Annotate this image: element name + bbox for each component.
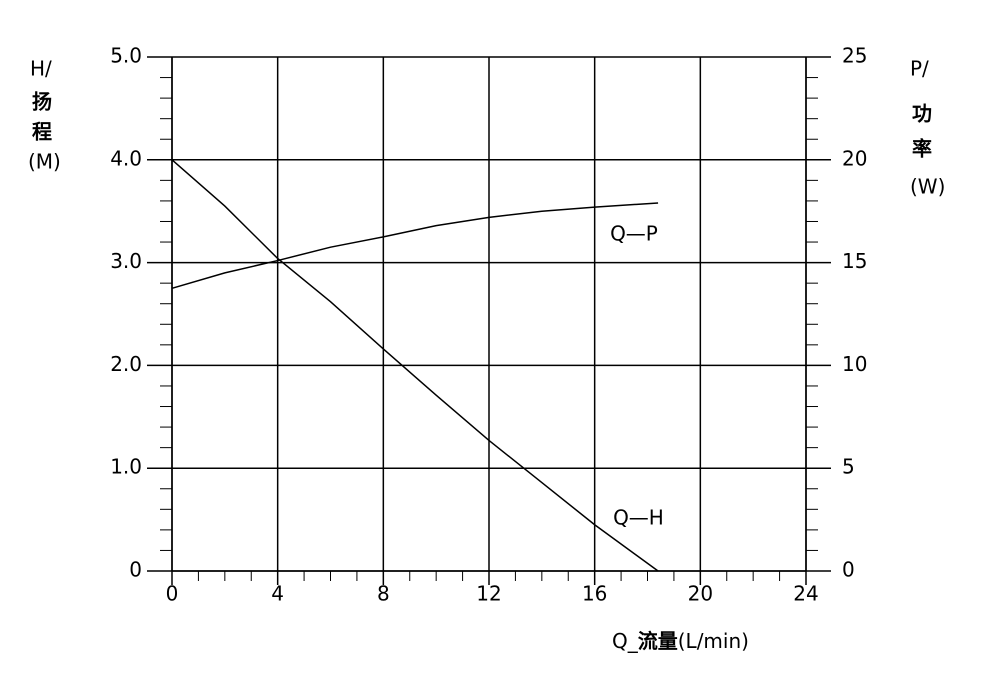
x-axis-label: Q_流量(L/min) bbox=[612, 629, 749, 653]
y-tick-label: 3.0 bbox=[110, 249, 142, 273]
x-label-part: 流量 bbox=[638, 629, 678, 653]
y2-label-line: 率 bbox=[912, 137, 932, 161]
x-tick-label: 8 bbox=[377, 582, 390, 606]
y-label-line: 扬 bbox=[32, 90, 52, 114]
y2-axis-label: P/ 功 率 (W) bbox=[910, 57, 945, 199]
y-tick-label: 4.0 bbox=[110, 146, 142, 170]
y2-label-line: 功 bbox=[912, 102, 932, 126]
y2-tick-label: 15 bbox=[842, 249, 867, 273]
y-tick-label: 1.0 bbox=[110, 455, 142, 479]
x-label-part: Q_ bbox=[612, 629, 639, 653]
y2-tick-label: 25 bbox=[842, 44, 867, 68]
y-axis-label: H/ 扬 程 (M) bbox=[28, 57, 61, 174]
y2-label-line: P/ bbox=[910, 57, 929, 81]
x-tick-label: 20 bbox=[688, 582, 713, 606]
series-label: Q—H bbox=[613, 506, 664, 530]
y2-tick-label: 10 bbox=[842, 352, 867, 376]
y-tick-label: 0 bbox=[129, 558, 142, 582]
series-label: Q—P bbox=[610, 221, 658, 245]
y-label-line: 程 bbox=[32, 120, 52, 144]
x-tick-label: 0 bbox=[166, 582, 179, 606]
x-tick-label: 4 bbox=[271, 582, 284, 606]
series-line bbox=[171, 202, 659, 290]
y2-label-line: (W) bbox=[910, 175, 945, 199]
y-tick-label: 2.0 bbox=[110, 352, 142, 376]
y2-tick-label: 5 bbox=[842, 455, 855, 479]
y-label-line: (M) bbox=[28, 150, 61, 174]
series-line bbox=[171, 159, 659, 572]
x-label-part: (L/min) bbox=[678, 629, 749, 653]
y2-tick-label: 20 bbox=[842, 146, 867, 170]
x-tick-label: 24 bbox=[793, 582, 818, 606]
x-tick-label: 12 bbox=[476, 582, 501, 606]
y-label-line: H/ bbox=[30, 57, 52, 81]
y2-tick-label: 0 bbox=[842, 558, 855, 582]
x-tick-label: 16 bbox=[582, 582, 607, 606]
y-tick-label: 5.0 bbox=[110, 44, 142, 68]
